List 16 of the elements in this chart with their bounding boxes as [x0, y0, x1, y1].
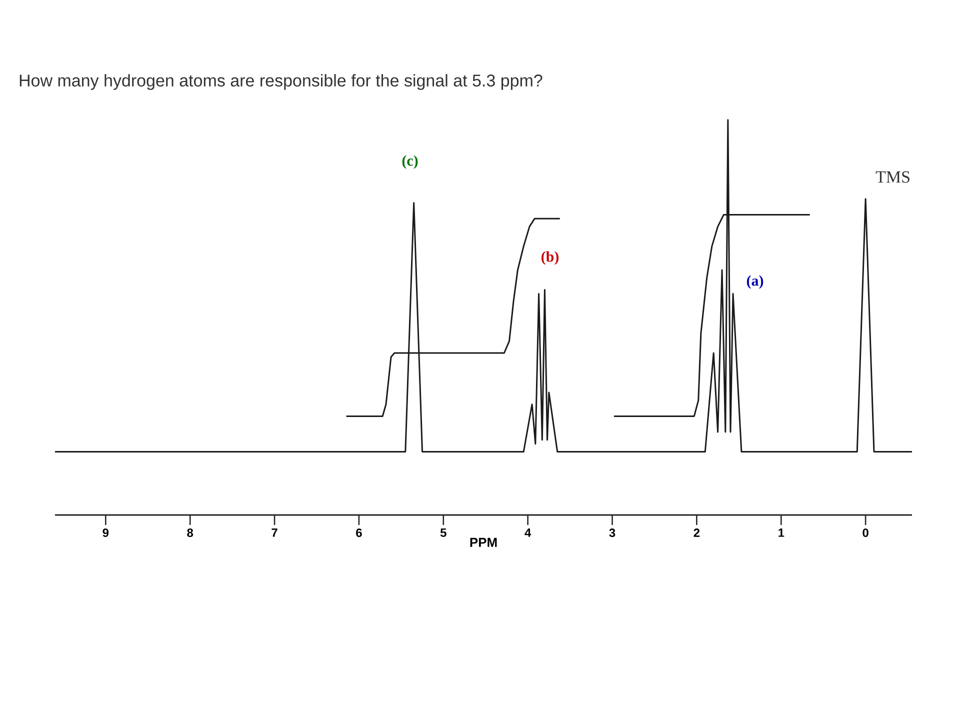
x-tick-label: 3 — [609, 528, 616, 538]
x-tick-label: 9 — [102, 528, 109, 538]
x-tick-label: 6 — [356, 528, 362, 538]
x-tick-label: 5 — [440, 528, 446, 537]
annotation: (a) — [746, 275, 764, 289]
chart-title: How many hydrogen atoms are responsible for the signal at 5.3 ppm? — [20, 74, 542, 90]
x-tick-label: 2 — [694, 528, 700, 537]
x-tick-label: 0 — [862, 528, 868, 538]
annotation: (c) — [402, 155, 418, 169]
x-tick-label: 7 — [272, 528, 278, 537]
annotation: (b) — [541, 251, 559, 265]
x-axis-title: PPM — [470, 538, 497, 547]
x-tick-label: 4 — [524, 528, 532, 537]
x-tick-label: 1 — [778, 528, 784, 537]
annotation: TMS — [876, 171, 910, 183]
x-tick-label: 8 — [187, 528, 194, 538]
